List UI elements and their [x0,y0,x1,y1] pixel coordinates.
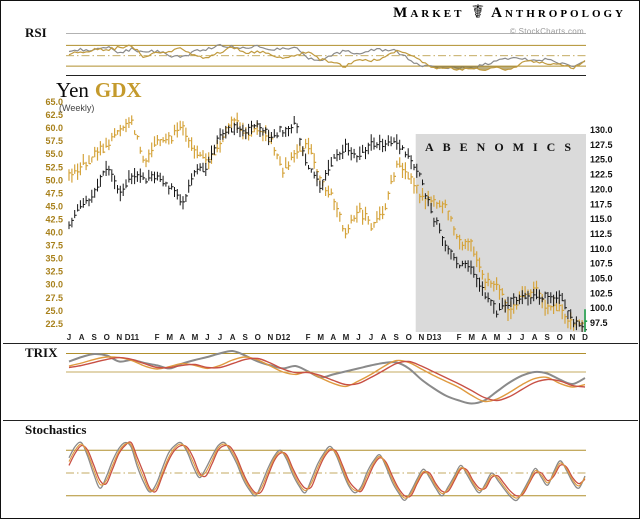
left-axis-tick: 30.0 [45,280,63,290]
stockcharts-credit: © StockCharts.com [509,27,584,36]
right-axis-tick: 110.0 [590,244,612,254]
trix-panel-label: TRIX [25,345,58,360]
caduceus-logo-icon: ☤ [471,1,485,23]
x-axis-month-label: M [166,333,173,342]
right-axis-tick: 125.0 [590,155,613,165]
x-axis-month-label: A [179,333,185,342]
trix-line-0 [68,349,586,405]
right-axis-tick: 120.0 [590,184,613,194]
left-axis-tick: 60.0 [45,123,63,133]
yen-weekly-bars [68,116,587,332]
x-axis-month-label: N [116,333,122,342]
right-axis-tick: 107.5 [590,259,613,269]
right-axis-tick: 105.0 [590,274,613,284]
gdx-last-bar-green [584,309,588,332]
left-axis-tick: 27.5 [45,293,63,303]
x-axis-month-label: A [79,333,85,342]
trix-line-1 [68,356,586,403]
right-axis-tick: 122.5 [590,170,613,180]
x-axis-month-label: S [243,333,249,342]
x-axis-month-label: A [230,333,236,342]
left-axis-tick: 55.0 [45,149,63,159]
x-axis-month-label: J [67,333,71,342]
stoch-line-1 [68,441,586,498]
x-axis-month-label: M [468,333,475,342]
rsi-panel-label: RSI [25,25,47,40]
x-axis-month-label: J [218,333,222,342]
left-axis-tick: 62.5 [45,110,63,120]
right-axis-tick: 97.5 [590,318,608,328]
x-axis-month-label: A [481,333,487,342]
x-axis-month-label: O [557,333,563,342]
x-axis-month-label: F [457,333,462,342]
left-axis-tick: 42.5 [45,214,63,224]
right-axis-tick: 102.5 [590,288,613,298]
left-axis-tick: 50.0 [45,175,63,185]
left-axis-tick: 22.5 [45,319,63,329]
abenomics-annotation: ABENOMICS [425,140,581,154]
left-axis-tick: 25.0 [45,306,63,316]
x-axis-month-label: F [155,333,160,342]
x-axis-month-label: N [419,333,425,342]
brand-header: Market ☤ Anthropology [393,1,626,23]
stoch-line-0 [68,441,586,502]
left-axis-tick: 40.0 [45,228,63,238]
left-axis-tick: 57.5 [45,136,63,146]
left-axis-tick: 65.0 [45,97,63,107]
right-axis-tick: 117.5 [590,199,612,209]
brand-name-second: Anthropology [491,5,626,21]
x-axis-month-label: D12 [276,333,291,342]
x-axis-month-label: O [406,333,412,342]
x-axis-month-label: A [532,333,538,342]
x-axis-month-label: O [104,333,110,342]
right-axis-tick: 127.5 [590,140,613,150]
x-axis-month-label: A [381,333,387,342]
left-axis-tick: 37.5 [45,241,63,251]
left-axis-tick: 35.0 [45,254,63,264]
chart-title: Yen GDX [56,78,142,103]
left-axis-tick: 47.5 [45,188,63,198]
right-axis-tick: 115.0 [590,214,612,224]
x-axis-month-label: O [255,333,261,342]
x-axis-month-label: M [494,333,501,342]
x-axis-month-label: S [92,333,98,342]
x-axis-month-label: J [520,333,524,342]
left-axis-tick: 45.0 [45,201,63,211]
abenomics-shaded-region [415,134,586,332]
left-axis-tick: 52.5 [45,162,63,172]
trix-line-2 [68,356,586,402]
brand-name-first: Market [393,5,465,21]
x-axis-month-label: S [545,333,551,342]
title-symbol-gdx: GDX [94,78,142,102]
x-axis-month-label: D [582,333,588,342]
x-axis-month-label: M [343,333,350,342]
x-axis-month-label: D13 [427,333,442,342]
x-axis-month-label: N [570,333,576,342]
x-axis-month-label: S [394,333,400,342]
x-axis-month-label: J [369,333,373,342]
x-axis-month-label: M [317,333,324,342]
right-axis-tick: 130.0 [590,125,613,135]
rsi-line-gdx [68,44,586,72]
left-axis-tick: 32.5 [45,267,63,277]
x-axis-month-label: D11 [125,333,140,342]
x-axis-month-label: J [507,333,511,342]
right-axis-tick: 100.0 [590,303,613,313]
x-axis-month-label: M [192,333,199,342]
x-axis-month-label: A [330,333,336,342]
stoch-line-2 [68,442,586,499]
x-axis-month-label: F [306,333,311,342]
x-axis-month-label: J [205,333,209,342]
x-axis-month-label: N [268,333,274,342]
title-symbol-yen: Yen [56,78,89,102]
right-axis-tick: 112.5 [590,229,612,239]
x-axis-month-label: J [356,333,360,342]
stochastics-panel-label: Stochastics [25,422,87,437]
chart-subtitle: (Weekly) [59,103,95,113]
